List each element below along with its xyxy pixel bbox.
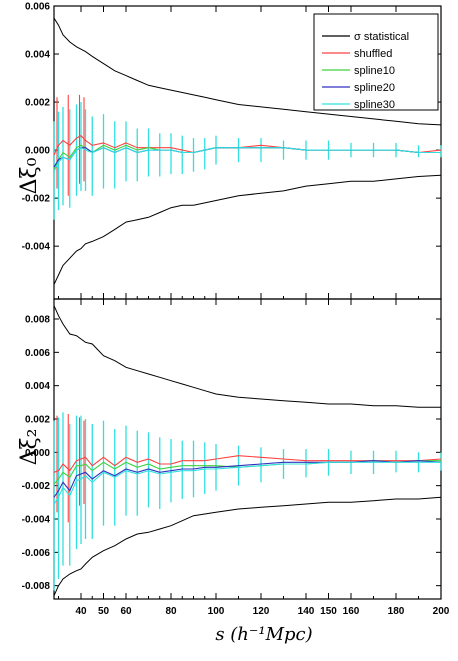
series-line-spline10-top (53, 144, 441, 170)
y-tick-label-top: 0.002 (25, 98, 50, 109)
series-line-statistical-bottom (53, 305, 441, 408)
x-tick-label: 80 (165, 606, 177, 617)
x-tick-label: 200 (433, 606, 450, 617)
series-line-statistical-top (53, 17, 442, 126)
x-tick-label: 140 (298, 606, 315, 617)
y-tick-label-bottom: 0.006 (25, 348, 50, 359)
y-tick-label-bottom: 0.000 (25, 448, 50, 459)
x-tick-label: 120 (253, 606, 270, 617)
x-tick-label: 180 (388, 606, 405, 617)
x-tick-label: 40 (75, 606, 87, 617)
y-tick-label-bottom: -0.004 (22, 515, 51, 526)
x-tick-label: 60 (120, 606, 132, 617)
x-tick-label: 100 (208, 606, 225, 617)
y-tick-label-top: 0.006 (25, 2, 50, 13)
legend-label: spline30 (354, 99, 395, 111)
y-tick-label-bottom: 0.002 (25, 415, 50, 426)
x-tick-label: 50 (98, 606, 110, 617)
legend-label: σ statistical (354, 31, 409, 43)
legend-label: spline10 (354, 65, 395, 77)
x-tick-label: 160 (343, 606, 360, 617)
legend: σ statistical shuffled spline10 spline20 spl… (313, 13, 439, 111)
y-tick-label-top: -0.004 (22, 242, 51, 253)
y-tick-label-bottom: -0.008 (22, 581, 51, 592)
series-line-spline30-bottom (53, 461, 441, 505)
series-line-statistical-lower-bottom (53, 496, 442, 596)
series-line-statistical-lower-top (53, 174, 442, 285)
y-tick-label-bottom: -0.002 (22, 481, 51, 492)
series-line-shuffled-bottom (53, 455, 442, 473)
y-tick-label-top: 0.004 (25, 50, 50, 61)
y-tick-label-bottom: -0.006 (22, 548, 51, 559)
series-line-shuffled-top (53, 135, 442, 156)
series-line-spline30-top (53, 147, 441, 172)
y-tick-label-top: 0.000 (25, 146, 50, 157)
plot-frame-bottom (53, 298, 442, 600)
panel-monopole: 0.006 0.004 0.002 0.000 -0.002 -0.004 (22, 2, 442, 300)
x-axis-label: s (h⁻¹Mpc) (215, 624, 312, 645)
legend-box (313, 13, 439, 111)
legend-label: spline20 (354, 82, 395, 94)
legend-label: shuffled (354, 48, 392, 60)
y-tick-label-top: -0.002 (22, 194, 51, 205)
x-tick-label: 150 (320, 606, 337, 617)
y-tick-label-bottom: 0.008 (25, 315, 50, 326)
y-axis-label-monopole: Δξ₀ (17, 157, 42, 194)
y-axis-label-quadrupole: Δξ₂ (17, 429, 42, 466)
panel-quadrupole: 0.008 0.006 0.004 0.002 0.000 -0.002 -0.004 -0.… (22, 298, 450, 617)
y-tick-label-bottom: 0.004 (25, 381, 50, 392)
